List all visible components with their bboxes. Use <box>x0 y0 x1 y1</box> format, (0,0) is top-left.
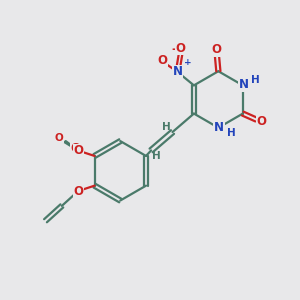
Text: O: O <box>73 144 83 157</box>
Text: O: O <box>73 184 83 197</box>
Text: O: O <box>176 42 185 55</box>
Text: +: + <box>184 58 192 68</box>
Text: N: N <box>238 78 248 91</box>
Text: O: O <box>157 54 167 67</box>
Text: N: N <box>214 121 224 134</box>
Text: N: N <box>172 65 183 79</box>
Text: O: O <box>55 133 64 143</box>
Text: H: H <box>227 128 236 138</box>
Text: -: - <box>171 43 176 56</box>
Text: O: O <box>256 116 266 128</box>
Text: O: O <box>71 142 81 155</box>
Text: H: H <box>162 122 170 132</box>
Text: H: H <box>152 152 161 161</box>
Text: O: O <box>212 43 222 56</box>
Text: H: H <box>251 75 260 85</box>
